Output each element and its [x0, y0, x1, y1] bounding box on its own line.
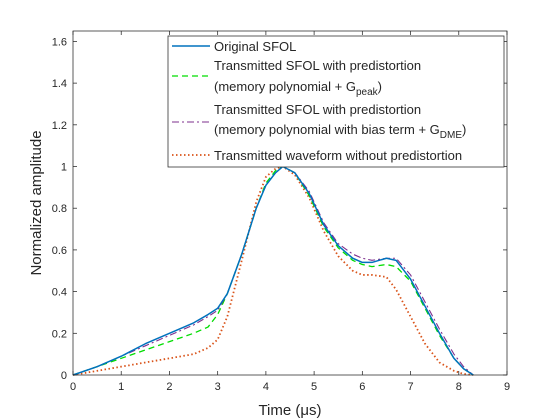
- legend-entry-gdme: Transmitted SFOL with predistortion (mem…: [172, 102, 466, 141]
- series-layer: [72, 165, 474, 376]
- x-tick-label: 4: [263, 381, 269, 393]
- ticks-layer: 0 1 2 3 4 5 6 7 8 9 0 0.2 0.4 0.6 0.8 1 1.2 1.4 1.6: [52, 31, 510, 393]
- x-tick-label: 7: [407, 381, 413, 393]
- x-tick-label: 3: [215, 381, 221, 393]
- legend-label-gpeak-line2: (memory polynomial + Gpeak): [214, 79, 382, 98]
- y-tick-label: 0.8: [52, 203, 67, 215]
- x-tick-label: 5: [311, 381, 317, 393]
- legend-box: [167, 35, 505, 168]
- legend-entry-original: Original SFOL: [172, 39, 296, 54]
- series-line-0: [72, 165, 474, 376]
- plot-frame: [72, 30, 508, 376]
- legend-label-gpeak-line1: Transmitted SFOL with predistortion: [214, 58, 421, 73]
- x-tick-label: 9: [504, 381, 510, 393]
- y-axis-label: Normalized amplitude: [28, 130, 45, 275]
- y-tick-label: 1.6: [52, 36, 67, 48]
- y-tick-label: 0: [61, 370, 67, 382]
- x-tick-label: 8: [456, 381, 462, 393]
- y-tick-label: 0.4: [52, 287, 67, 299]
- legend-entry-gpeak: Transmitted SFOL with predistortion (mem…: [172, 58, 421, 98]
- series-line-3: [72, 165, 474, 376]
- legend-label-gdme-line1: Transmitted SFOL with predistortion: [214, 102, 421, 117]
- x-tick-label: 6: [359, 381, 365, 393]
- y-tick-label: 1.4: [52, 78, 67, 90]
- legend-label-gdme-line2: (memory polynomial with bias term + GDME…: [214, 122, 466, 141]
- legend: Original SFOL Transmitted SFOL with pred…: [167, 35, 505, 168]
- legend-label-original: Original SFOL: [214, 39, 296, 54]
- y-tick-label: 1: [61, 162, 67, 174]
- x-tick-label: 0: [70, 381, 76, 393]
- x-tick-label: 1: [118, 381, 124, 393]
- x-tick-label: 2: [166, 381, 172, 393]
- y-tick-label: 0.6: [52, 245, 67, 257]
- x-axis-label: Time (μs): [258, 402, 321, 419]
- legend-label-nopredistortion: Transmitted waveform without predistorti…: [214, 148, 462, 163]
- y-tick-label: 1.2: [52, 120, 67, 132]
- legend-entry-nopredistortion: Transmitted waveform without predistorti…: [172, 148, 462, 163]
- y-tick-label: 0.2: [52, 328, 67, 340]
